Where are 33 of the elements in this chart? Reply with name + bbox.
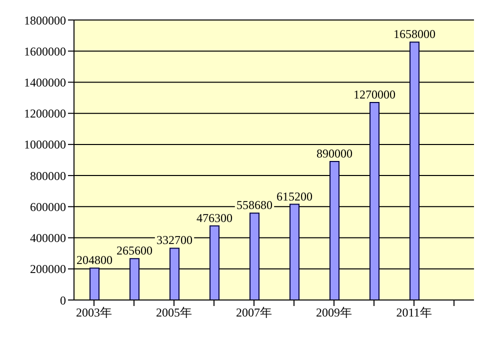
x-tick-label: 2009年 bbox=[316, 306, 352, 320]
x-tick-label: 2005年 bbox=[156, 306, 192, 320]
bar bbox=[210, 225, 220, 300]
data-label: 476300 bbox=[196, 210, 232, 225]
y-tick-label: 400000 bbox=[30, 231, 66, 246]
data-label: 332700 bbox=[156, 233, 192, 248]
data-label: 1658000 bbox=[394, 27, 436, 42]
y-tick-label: 600000 bbox=[30, 200, 66, 214]
bar bbox=[170, 248, 180, 300]
y-tick-label: 1600000 bbox=[24, 44, 66, 58]
y-tick-label: 1400000 bbox=[24, 75, 66, 90]
y-tick-label: 200000 bbox=[30, 262, 66, 276]
y-tick-label: 800000 bbox=[30, 168, 66, 183]
bar bbox=[330, 161, 340, 300]
y-tick-label: 1200000 bbox=[24, 106, 66, 121]
data-label: 204800 bbox=[76, 253, 112, 268]
x-tick-label: 2003年 bbox=[76, 306, 112, 320]
data-label: 615200 bbox=[276, 189, 312, 204]
bar bbox=[370, 102, 380, 300]
data-label: 265600 bbox=[116, 244, 152, 258]
bar bbox=[290, 204, 300, 300]
y-tick-label: 0 bbox=[60, 293, 66, 308]
x-tick-label: 2011年 bbox=[396, 306, 432, 320]
bar bbox=[410, 42, 420, 300]
x-tick-label: 2007年 bbox=[236, 306, 272, 320]
y-tick-label: 1800000 bbox=[24, 13, 66, 28]
bar bbox=[250, 212, 260, 300]
data-label: 558680 bbox=[236, 198, 272, 212]
bar bbox=[130, 258, 140, 300]
data-label: 1270000 bbox=[354, 87, 396, 102]
y-tick-label: 1000000 bbox=[24, 138, 66, 152]
data-label: 890000 bbox=[316, 146, 352, 161]
bar bbox=[90, 268, 100, 300]
